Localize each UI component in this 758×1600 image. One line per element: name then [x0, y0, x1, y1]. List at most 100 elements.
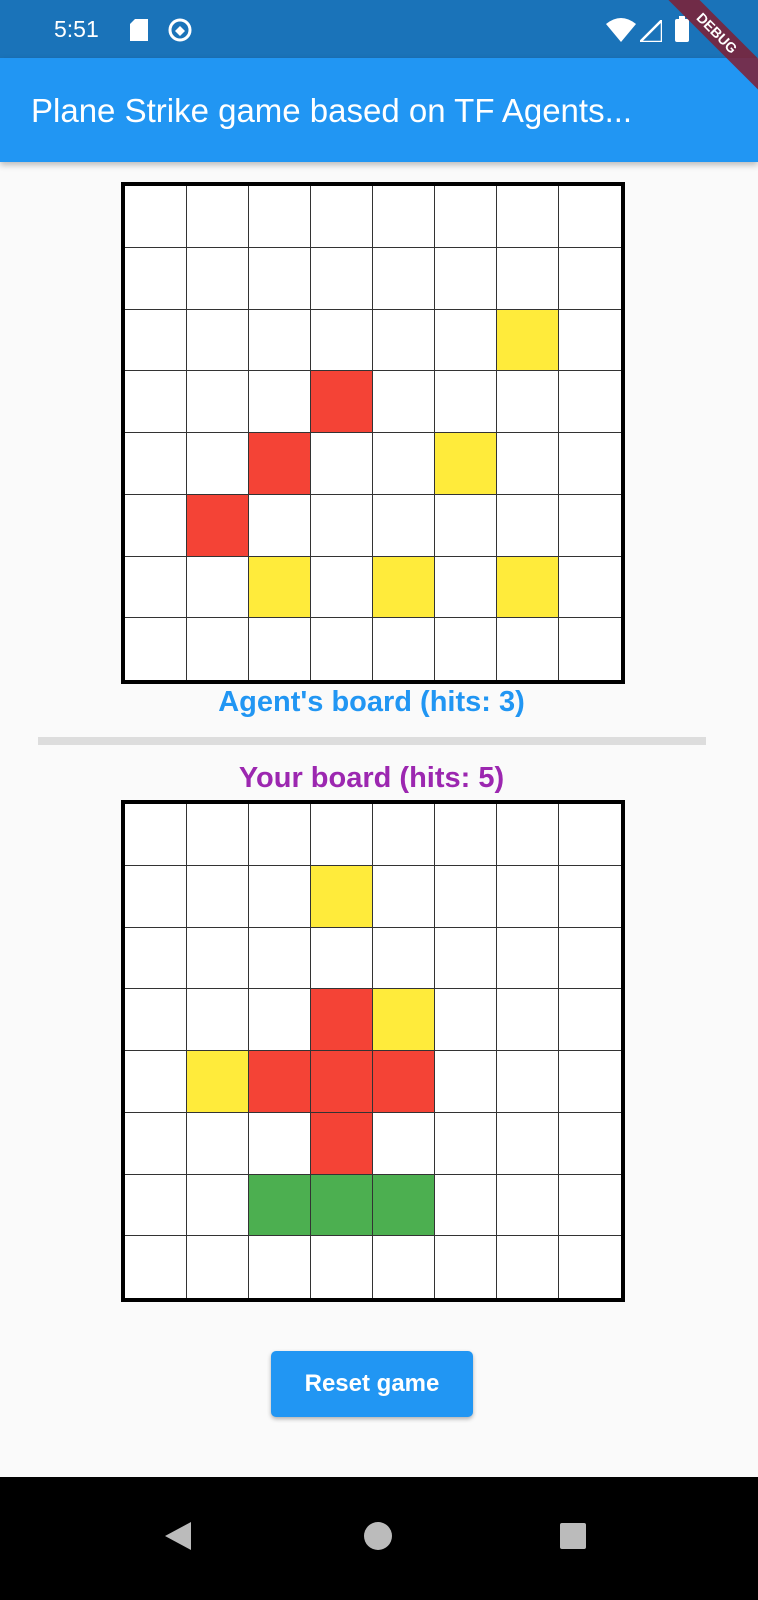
board-cell-empty[interactable] — [311, 556, 373, 619]
board-cell-empty[interactable] — [435, 494, 497, 557]
board-cell-empty[interactable] — [435, 371, 497, 433]
board-cell-empty[interactable] — [559, 618, 621, 680]
board-cell-empty — [435, 804, 497, 866]
board-cell-empty[interactable] — [249, 371, 311, 433]
board-cell-empty[interactable] — [187, 247, 249, 310]
board-cell-empty — [373, 804, 435, 866]
board-cell-empty[interactable] — [373, 371, 435, 433]
board-cell-hit[interactable] — [249, 433, 311, 495]
board-cell-empty[interactable] — [311, 186, 373, 248]
board-cell-empty — [559, 865, 621, 928]
board-cell-empty[interactable] — [559, 186, 621, 248]
board-cell-empty[interactable] — [249, 494, 311, 557]
board-cell-empty — [249, 1112, 311, 1175]
board-cell-empty — [125, 1174, 187, 1237]
board-cell-empty — [497, 804, 559, 866]
board-cell-empty[interactable] — [497, 433, 559, 495]
board-cell-empty[interactable] — [559, 556, 621, 619]
clock: 5:51 — [54, 16, 99, 42]
board-cell-empty — [125, 1051, 187, 1113]
board-cell-empty — [373, 1236, 435, 1298]
board-cell-empty[interactable] — [187, 618, 249, 680]
recents-icon[interactable] — [560, 1523, 586, 1549]
agent-board[interactable] — [121, 182, 625, 684]
reset-game-button[interactable]: Reset game — [271, 1351, 473, 1417]
board-cell-empty[interactable] — [187, 309, 249, 372]
signal-icon — [640, 20, 662, 42]
board-cell-empty[interactable] — [435, 247, 497, 310]
board-cell-empty[interactable] — [497, 371, 559, 433]
board-cell-empty — [125, 989, 187, 1051]
board-cell-empty[interactable] — [249, 186, 311, 248]
board-cell-empty[interactable] — [559, 371, 621, 433]
board-cell-empty[interactable] — [373, 247, 435, 310]
board-cell-empty — [249, 865, 311, 928]
board-cell-empty — [497, 927, 559, 990]
board-cell-empty[interactable] — [497, 618, 559, 680]
board-cell-empty — [187, 989, 249, 1051]
board-cell-empty[interactable] — [187, 186, 249, 248]
board-cell-empty — [187, 1112, 249, 1175]
board-cell-empty[interactable] — [249, 309, 311, 372]
board-cell-empty[interactable] — [125, 556, 187, 619]
board-cell-empty — [435, 989, 497, 1051]
board-cell-hit — [311, 1112, 373, 1175]
board-cell-empty[interactable] — [187, 433, 249, 495]
board-cell-empty[interactable] — [311, 494, 373, 557]
board-cell-empty[interactable] — [559, 494, 621, 557]
board-cell-empty[interactable] — [311, 309, 373, 372]
board-cell-miss[interactable] — [497, 309, 559, 372]
board-cell-empty[interactable] — [125, 247, 187, 310]
home-icon[interactable] — [364, 1522, 392, 1550]
board-cell-empty[interactable] — [125, 309, 187, 372]
board-cell-empty[interactable] — [497, 494, 559, 557]
board-cell-empty[interactable] — [125, 186, 187, 248]
wifi-icon — [606, 18, 636, 42]
board-cell-hit[interactable] — [311, 371, 373, 433]
board-cell-hit[interactable] — [187, 494, 249, 557]
board-cell-empty[interactable] — [373, 618, 435, 680]
board-cell-empty[interactable] — [249, 618, 311, 680]
board-cell-empty[interactable] — [497, 247, 559, 310]
board-cell-miss[interactable] — [435, 433, 497, 495]
board-cell-plane — [373, 1174, 435, 1237]
board-cell-empty — [435, 1236, 497, 1298]
board-cell-empty[interactable] — [311, 618, 373, 680]
board-cell-plane — [249, 1174, 311, 1237]
back-icon[interactable] — [163, 1520, 193, 1552]
board-cell-empty[interactable] — [187, 556, 249, 619]
board-cell-empty[interactable] — [373, 494, 435, 557]
your-board — [121, 800, 625, 1302]
board-cell-empty[interactable] — [435, 556, 497, 619]
board-cell-empty — [497, 1112, 559, 1175]
board-cell-miss[interactable] — [249, 556, 311, 619]
board-cell-empty[interactable] — [435, 309, 497, 372]
board-cell-empty[interactable] — [125, 494, 187, 557]
board-cell-empty[interactable] — [311, 247, 373, 310]
board-cell-empty[interactable] — [125, 371, 187, 433]
board-cell-empty[interactable] — [497, 186, 559, 248]
board-cell-empty[interactable] — [125, 433, 187, 495]
board-cell-empty[interactable] — [373, 309, 435, 372]
board-cell-empty[interactable] — [559, 309, 621, 372]
board-cell-empty — [187, 927, 249, 990]
board-cell-empty[interactable] — [559, 433, 621, 495]
board-cell-empty — [125, 1236, 187, 1298]
board-cell-empty[interactable] — [187, 371, 249, 433]
board-cell-empty[interactable] — [311, 433, 373, 495]
board-cell-empty — [559, 1174, 621, 1237]
board-cell-empty — [373, 865, 435, 928]
board-cell-empty — [249, 804, 311, 866]
board-cell-miss[interactable] — [497, 556, 559, 619]
board-cell-empty[interactable] — [373, 433, 435, 495]
board-cell-empty[interactable] — [249, 247, 311, 310]
board-cell-empty[interactable] — [125, 618, 187, 680]
board-cell-empty[interactable] — [559, 247, 621, 310]
board-cell-empty[interactable] — [435, 618, 497, 680]
board-cell-empty[interactable] — [435, 186, 497, 248]
board-cell-empty — [497, 989, 559, 1051]
board-cell-empty — [311, 927, 373, 990]
board-cell-miss[interactable] — [373, 556, 435, 619]
board-cell-empty — [125, 1112, 187, 1175]
board-cell-empty[interactable] — [373, 186, 435, 248]
